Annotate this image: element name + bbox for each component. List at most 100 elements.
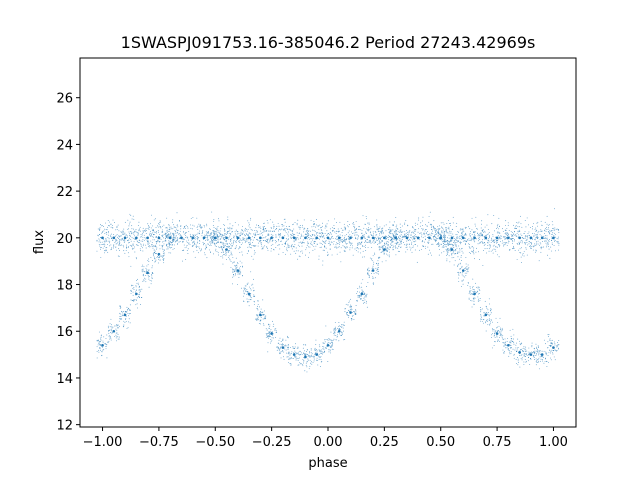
scatter-noise-dot [414, 249, 416, 251]
scatter-noise-dot [391, 239, 392, 240]
scatter-noise-dot [197, 239, 199, 241]
scatter-noise-dot [162, 231, 164, 233]
scatter-noise-dot [257, 239, 259, 241]
scatter-noise-dot [109, 329, 111, 331]
scatter-noise-dot [355, 313, 357, 315]
scatter-noise-dot [470, 299, 472, 301]
scatter-noise-dot [264, 245, 266, 247]
scatter-noise-dot [515, 350, 517, 352]
scatter-noise-dot [350, 307, 352, 308]
scatter-noise-dot [297, 347, 299, 349]
scatter-noise-dot [205, 234, 207, 236]
scatter-noise-dot [260, 236, 262, 238]
scatter-noise-dot [299, 228, 301, 230]
scatter-noise-dot [318, 255, 320, 257]
scatter-noise-dot [229, 249, 231, 251]
scatter-noise-dot [384, 247, 386, 249]
scatter-noise-dot [306, 351, 307, 352]
scatter-noise-dot [451, 228, 453, 230]
scatter-noise-dot [441, 230, 443, 232]
scatter-noise-dot [558, 236, 559, 238]
scatter-noise-dot [473, 301, 475, 302]
scatter-noise-dot [327, 361, 329, 362]
scatter-noise-dot [528, 351, 530, 353]
scatter-noise-dot [148, 272, 150, 274]
scatter-noise-dot [405, 220, 407, 222]
scatter-noise-dot [312, 238, 314, 240]
scatter-noise-dot [445, 227, 446, 229]
scatter-noise-dot [529, 227, 531, 229]
scatter-noise-dot [336, 221, 337, 223]
scatter-noise-dot [377, 228, 379, 229]
scatter-noise-dot [285, 226, 287, 227]
scatter-noise-dot [148, 227, 149, 229]
scatter-noise-dot [459, 272, 461, 274]
scatter-noise-dot [166, 231, 168, 233]
scatter-noise-dot [357, 243, 359, 245]
scatter-noise-dot [281, 236, 283, 238]
scatter-noise-dot [173, 240, 174, 242]
scatter-noise-dot [215, 245, 217, 247]
scatter-noise-dot [149, 280, 151, 281]
scatter-noise-dot [103, 230, 105, 232]
scatter-noise-dot [502, 329, 504, 330]
scatter-noise-dot [335, 242, 337, 244]
scatter-noise-dot [389, 239, 391, 241]
scatter-noise-dot [160, 227, 162, 229]
scatter-noise-dot [105, 348, 107, 350]
scatter-noise-dot [348, 230, 350, 232]
scatter-noise-dot [448, 237, 450, 239]
scatter-noise-dot [475, 282, 477, 284]
scatter-noise-dot [223, 234, 225, 236]
scatter-noise-dot [254, 232, 256, 234]
scatter-noise-dot [254, 235, 256, 237]
scatter-noise-dot [204, 243, 205, 245]
scatter-noise-dot [186, 236, 188, 238]
scatter-noise-dot [182, 241, 184, 243]
scatter-noise-dot [531, 342, 533, 344]
scatter-noise-dot [395, 254, 397, 256]
scatter-noise-dot [393, 225, 395, 226]
scatter-noise-dot [460, 228, 462, 230]
scatter-noise-dot [175, 231, 176, 232]
scatter-noise-dot [527, 233, 529, 235]
scatter-noise-dot [504, 242, 506, 243]
scatter-noise-dot [533, 233, 535, 235]
scatter-noise-dot [500, 235, 502, 237]
scatter-noise-dot [380, 231, 382, 232]
scatter-noise-dot [218, 220, 220, 222]
scatter-noise-dot [385, 238, 387, 240]
scatter-noise-dot [252, 283, 254, 285]
scatter-noise-dot [388, 234, 390, 236]
scatter-noise-dot [515, 228, 517, 230]
scatter-noise-dot [246, 230, 248, 232]
scatter-noise-dot [117, 338, 119, 340]
scatter-noise-dot [461, 236, 463, 238]
scatter-noise-dot [433, 237, 435, 239]
scatter-noise-dot [503, 345, 505, 347]
scatter-noise-dot [551, 343, 553, 345]
scatter-noise-dot [422, 239, 424, 241]
scatter-noise-dot [518, 241, 520, 243]
scatter-noise-dot [245, 285, 247, 287]
scatter-noise-dot [255, 317, 257, 319]
scatter-noise-dot [407, 225, 409, 227]
scatter-noise-dot [155, 241, 157, 243]
scatter-noise-dot [257, 300, 259, 302]
scatter-noise-dot [405, 232, 407, 234]
scatter-noise-dot [363, 297, 365, 299]
scatter-noise-dot [174, 241, 176, 243]
scatter-noise-dot [214, 245, 216, 247]
scatter-noise-dot [225, 254, 227, 256]
scatter-noise-dot [461, 250, 463, 252]
scatter-noise-dot [129, 221, 131, 223]
scatter-noise-dot [274, 239, 276, 241]
scatter-noise-dot [112, 247, 114, 249]
scatter-noise-dot [482, 242, 483, 244]
scatter-noise-dot [417, 238, 419, 240]
scatter-noise-dot [343, 223, 345, 225]
scatter-noise-dot [267, 335, 269, 337]
scatter-noise-dot [209, 228, 211, 230]
scatter-noise-dot [269, 239, 271, 241]
scatter-noise-dot [238, 272, 240, 274]
